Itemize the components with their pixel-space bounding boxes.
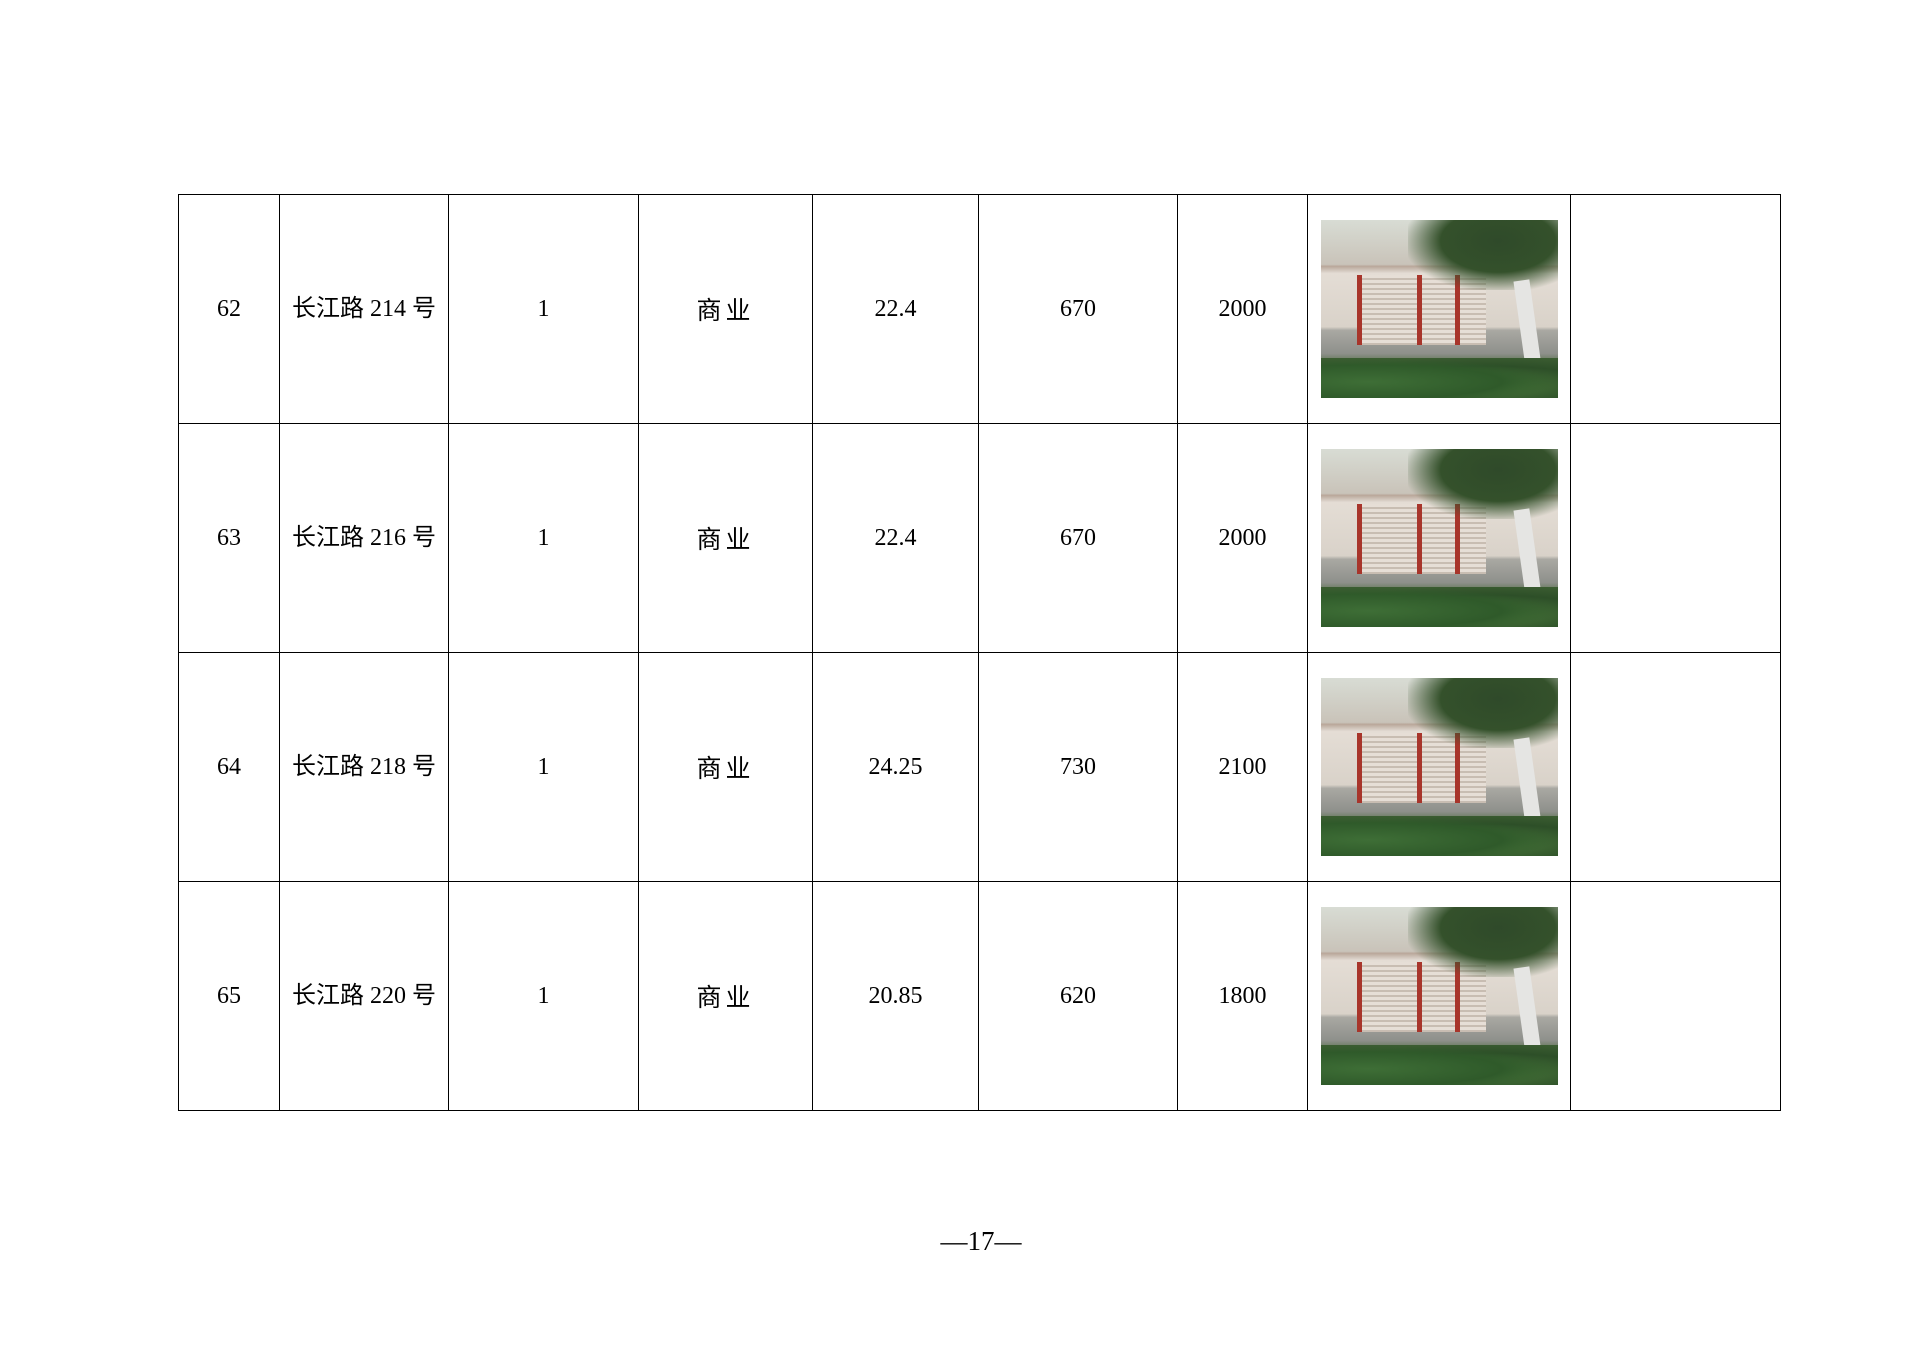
price-cell: 2000 [1177,194,1308,424]
remark-cell [1570,881,1781,1111]
row-number: 63 [178,423,280,653]
count-cell: 1 [448,194,639,424]
row-number: 65 [178,881,280,1111]
photo-cell [1307,652,1571,882]
area-cell: 24.25 [812,652,979,882]
value-cell: 620 [978,881,1178,1111]
storefront-photo [1320,678,1558,856]
page-number: —17— [940,1226,1022,1256]
address-cell: 长江路 214 号 [279,194,449,424]
row-number: 64 [178,652,280,882]
price-cell: 2000 [1177,423,1308,653]
area-cell: 22.4 [812,194,979,424]
remark-cell [1570,652,1781,882]
price-cell: 1800 [1177,881,1308,1111]
table-row: 65 长江路 220 号 1 商业 20.85 620 1800 [178,881,1781,1111]
usage-cell: 商业 [638,881,813,1111]
area-cell: 22.4 [812,423,979,653]
address-cell: 长江路 220 号 [279,881,449,1111]
storefront-photo [1320,907,1558,1085]
value-cell: 730 [978,652,1178,882]
count-cell: 1 [448,881,639,1111]
table-row: 62 长江路 214 号 1 商业 22.4 670 2000 [178,194,1781,424]
value-cell: 670 [978,423,1178,653]
row-number: 62 [178,194,280,424]
usage-cell: 商业 [638,194,813,424]
usage-cell: 商业 [638,652,813,882]
value-cell: 670 [978,194,1178,424]
address-cell: 长江路 218 号 [279,652,449,882]
photo-cell [1307,881,1571,1111]
table-row: 64 长江路 218 号 1 商业 24.25 730 2100 [178,652,1781,882]
usage-cell: 商业 [638,423,813,653]
storefront-photo [1320,220,1558,398]
remark-cell [1570,423,1781,653]
count-cell: 1 [448,652,639,882]
property-table: 62 长江路 214 号 1 商业 22.4 670 2000 63 长江路 216 号 1 商业 2… [178,194,1781,1111]
address-cell: 长江路 216 号 [279,423,449,653]
photo-cell [1307,423,1571,653]
remark-cell [1570,194,1781,424]
table-row: 63 长江路 216 号 1 商业 22.4 670 2000 [178,423,1781,653]
photo-cell [1307,194,1571,424]
count-cell: 1 [448,423,639,653]
price-cell: 2100 [1177,652,1308,882]
storefront-photo [1320,449,1558,627]
area-cell: 20.85 [812,881,979,1111]
